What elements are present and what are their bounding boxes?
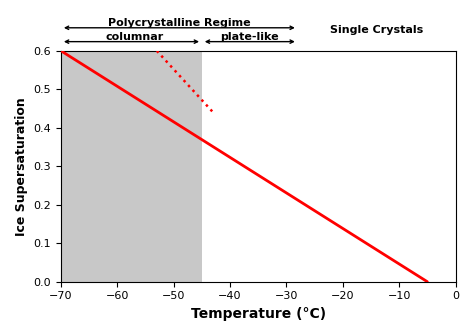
Y-axis label: Ice Supersaturation: Ice Supersaturation: [15, 97, 28, 236]
Text: Single Crystals: Single Crystals: [330, 25, 423, 35]
Text: Polycrystalline Regime: Polycrystalline Regime: [108, 18, 251, 28]
X-axis label: Temperature (°C): Temperature (°C): [191, 307, 326, 321]
Text: columnar: columnar: [105, 32, 164, 42]
Bar: [202, 51, 456, 282]
Text: plate-like: plate-like: [220, 32, 279, 42]
